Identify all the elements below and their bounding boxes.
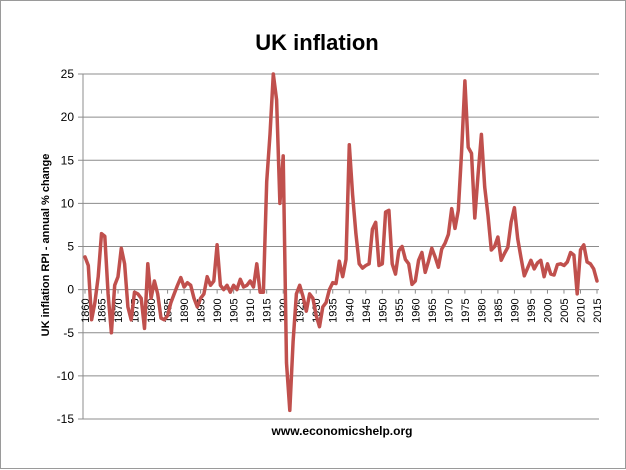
y-tick-label: -5 [63,326,74,340]
x-tick-label: 2000 [542,298,554,322]
gridlines [83,73,599,420]
y-tick-label: 10 [61,196,75,210]
x-tick-label: 1975 [460,298,472,322]
x-tick-label: 1940 [344,298,356,322]
x-tick-label: 1990 [509,298,521,322]
x-tick-label: 1880 [146,298,158,322]
x-tick-label: 1970 [443,298,455,322]
x-tick-label: 1865 [97,298,109,322]
x-tick-label: 1955 [394,298,406,322]
series-layer [83,72,599,413]
x-tick-label: 1995 [526,298,538,322]
x-tick-label: 1960 [410,298,422,322]
x-axis [82,74,599,419]
x-tick-label: 1890 [179,298,191,322]
x-tick-label: 1980 [476,298,488,322]
y-tick-label: -10 [57,369,75,383]
chart-title: UK inflation [255,30,378,55]
x-axis-ticks: 1860 1865 1870 1875 1880 1885 1890 1895 1900 1905… [80,289,604,323]
x-tick-label: 2015 [592,298,604,322]
x-tick-label: 1910 [245,298,257,322]
x-tick-label: 1915 [262,298,274,322]
x-tick-label: 2010 [575,298,587,322]
x-tick-label: 1870 [113,298,125,322]
y-tick-label: 0 [67,283,74,297]
y-tick-label: 25 [61,67,75,81]
y-tick-label: 20 [61,110,75,124]
x-tick-label: 2005 [559,298,571,322]
y-axis-ticks: 25 20 15 10 5 0 -5 -10 -15 [57,67,83,426]
x-tick-label: 1985 [493,298,505,322]
x-tick-label: 1905 [229,298,241,322]
x-tick-label: 1935 [328,298,340,322]
series-line [83,72,599,413]
x-tick-label: 1950 [377,298,389,322]
x-tick-label: 1965 [427,298,439,322]
y-tick-label: 5 [67,240,74,254]
x-tick-label: 1945 [361,298,373,322]
y-tick-label: 15 [61,153,75,167]
y-axis-label: UK inflation RPI - annual % change [40,154,52,337]
x-tick-label: 1900 [212,298,224,322]
y-tick-label: -15 [57,412,75,426]
source-note: www.economicshelp.org [271,424,413,438]
